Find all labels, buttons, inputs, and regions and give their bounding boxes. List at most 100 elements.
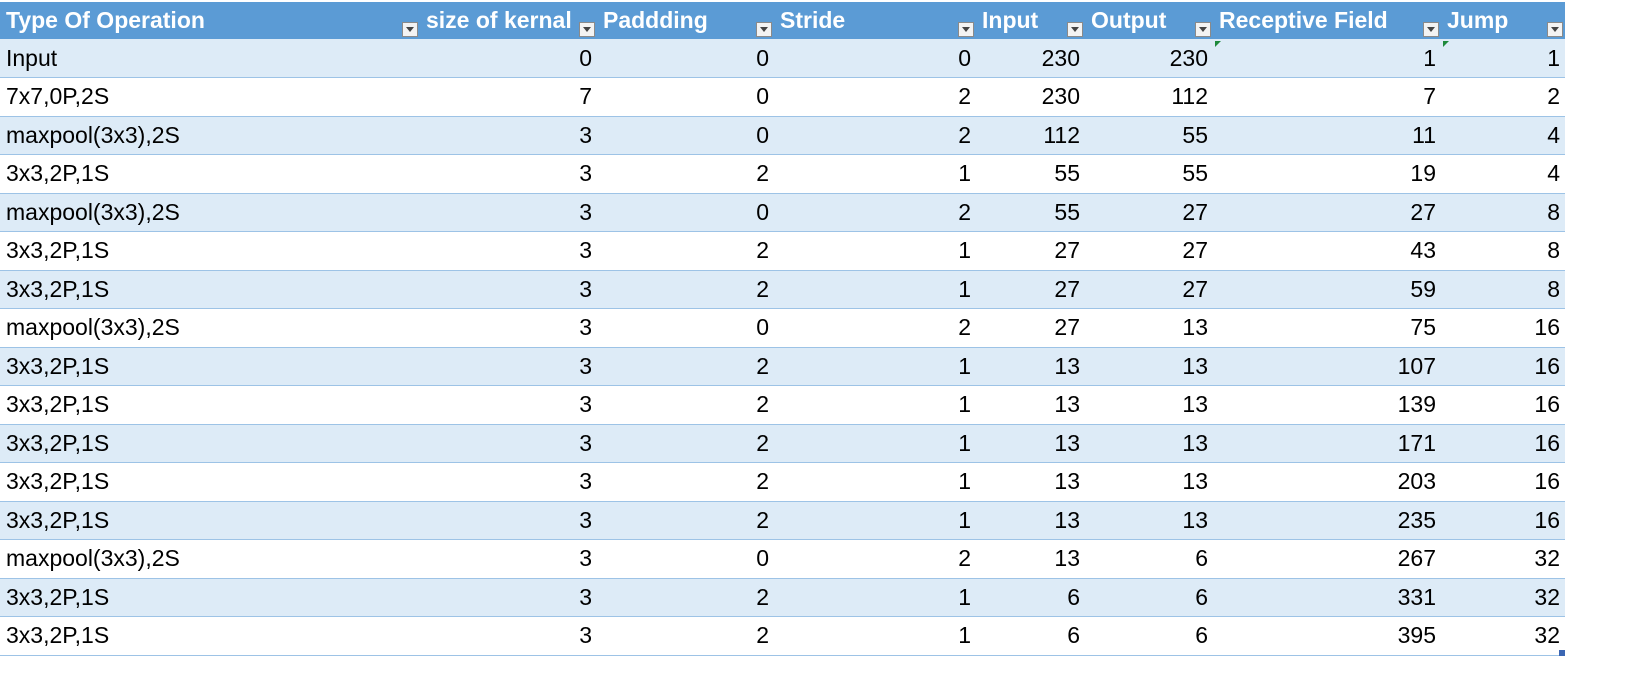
table-cell[interactable]: maxpool(3x3),2S [0,539,420,579]
table-cell[interactable]: 2 [597,231,774,271]
table-cell[interactable]: 7 [1213,77,1441,117]
table-cell[interactable]: 32 [1441,616,1565,656]
table-cell[interactable]: 3x3,2P,1S [0,231,420,271]
table-resize-handle-icon[interactable] [1559,650,1565,656]
table-cell[interactable]: 3 [420,501,597,540]
table-cell[interactable]: 16 [1441,385,1565,425]
filter-dropdown-button[interactable] [579,22,595,37]
table-cell[interactable]: 3x3,2P,1S [0,347,420,386]
table-cell[interactable]: 16 [1441,347,1565,386]
column-header-6[interactable]: Receptive Field [1213,2,1441,39]
table-cell[interactable]: 59 [1213,270,1441,309]
table-cell[interactable]: 3 [420,462,597,502]
column-header-4[interactable]: Input [976,2,1085,39]
table-cell[interactable]: 267 [1213,539,1441,579]
table-cell[interactable]: 3x3,2P,1S [0,462,420,502]
table-cell[interactable]: 6 [1085,616,1213,656]
table-cell[interactable]: 2 [774,77,976,117]
table-cell[interactable]: 3 [420,347,597,386]
table-cell[interactable]: 3 [420,154,597,194]
table-cell[interactable]: 112 [976,116,1085,155]
table-cell[interactable]: 107 [1213,347,1441,386]
table-cell[interactable]: 3x3,2P,1S [0,270,420,309]
table-cell[interactable]: 2 [597,462,774,502]
table-cell[interactable]: 2 [774,539,976,579]
table-cell[interactable]: 3 [420,616,597,656]
table-cell[interactable]: 8 [1441,270,1565,309]
table-cell[interactable]: 2 [774,193,976,232]
table-cell[interactable]: 112 [1085,77,1213,117]
table-cell[interactable]: 6 [976,616,1085,656]
table-cell[interactable]: 16 [1441,308,1565,348]
table-cell[interactable]: 3x3,2P,1S [0,578,420,617]
table-cell[interactable]: 1 [1441,39,1565,78]
table-cell[interactable]: 27 [1085,193,1213,232]
table-cell[interactable]: 13 [976,539,1085,579]
table-cell[interactable]: 6 [976,578,1085,617]
table-cell[interactable]: 13 [976,347,1085,386]
filter-dropdown-button[interactable] [1195,22,1211,37]
table-cell[interactable]: 13 [976,501,1085,540]
filter-dropdown-button[interactable] [1547,22,1563,37]
table-cell[interactable]: 7x7,0P,2S [0,77,420,117]
table-cell[interactable]: 16 [1441,501,1565,540]
table-cell[interactable]: 43 [1213,231,1441,271]
table-cell[interactable]: 2 [597,501,774,540]
table-cell[interactable]: 3 [420,270,597,309]
table-cell[interactable]: 0 [597,77,774,117]
table-cell[interactable]: 0 [597,539,774,579]
table-cell[interactable]: 2 [597,347,774,386]
table-cell[interactable]: 395 [1213,616,1441,656]
column-header-1[interactable]: size of kernal [420,2,597,39]
table-cell[interactable]: 19 [1213,154,1441,194]
table-cell[interactable]: 27 [976,308,1085,348]
table-cell[interactable]: 2 [597,270,774,309]
table-cell[interactable]: 0 [597,39,774,78]
table-cell[interactable]: 2 [597,578,774,617]
table-cell[interactable]: 1 [1213,39,1441,78]
table-cell[interactable]: 55 [1085,116,1213,155]
table-cell[interactable]: 1 [774,501,976,540]
table-cell[interactable]: 27 [1213,193,1441,232]
table-cell[interactable]: 8 [1441,231,1565,271]
column-header-7[interactable]: Jump [1441,2,1565,39]
table-cell[interactable]: 11 [1213,116,1441,155]
filter-dropdown-button[interactable] [1423,22,1439,37]
table-cell[interactable]: maxpool(3x3),2S [0,116,420,155]
table-cell[interactable]: 4 [1441,116,1565,155]
table-cell[interactable]: 3 [420,231,597,271]
table-cell[interactable]: 2 [774,116,976,155]
table-cell[interactable]: 3x3,2P,1S [0,424,420,463]
table-cell[interactable]: 13 [1085,501,1213,540]
table-cell[interactable]: 1 [774,424,976,463]
table-cell[interactable]: 0 [597,193,774,232]
table-cell[interactable]: 1 [774,578,976,617]
filter-dropdown-button[interactable] [958,22,974,37]
error-indicator-icon[interactable] [1215,41,1221,47]
table-cell[interactable]: 27 [976,231,1085,271]
table-cell[interactable]: 3 [420,578,597,617]
table-cell[interactable]: maxpool(3x3),2S [0,308,420,348]
table-cell[interactable]: 27 [1085,231,1213,271]
table-cell[interactable]: 1 [774,154,976,194]
table-cell[interactable]: 3 [420,193,597,232]
table-cell[interactable]: 3x3,2P,1S [0,501,420,540]
table-cell[interactable]: 13 [976,424,1085,463]
table-cell[interactable]: 139 [1213,385,1441,425]
table-cell[interactable]: 16 [1441,462,1565,502]
table-cell[interactable]: 4 [1441,154,1565,194]
table-cell[interactable]: 6 [1085,539,1213,579]
table-cell[interactable]: 16 [1441,424,1565,463]
table-cell[interactable]: 0 [774,39,976,78]
column-header-2[interactable]: Paddding [597,2,774,39]
table-cell[interactable]: 331 [1213,578,1441,617]
table-cell[interactable]: 13 [1085,347,1213,386]
column-header-3[interactable]: Stride [774,2,976,39]
table-cell[interactable]: 13 [976,462,1085,502]
table-cell[interactable]: 13 [1085,308,1213,348]
table-cell[interactable]: 13 [1085,385,1213,425]
table-cell[interactable]: 2 [774,308,976,348]
table-cell[interactable]: 1 [774,616,976,656]
table-cell[interactable]: 230 [1085,39,1213,78]
table-cell[interactable]: 75 [1213,308,1441,348]
